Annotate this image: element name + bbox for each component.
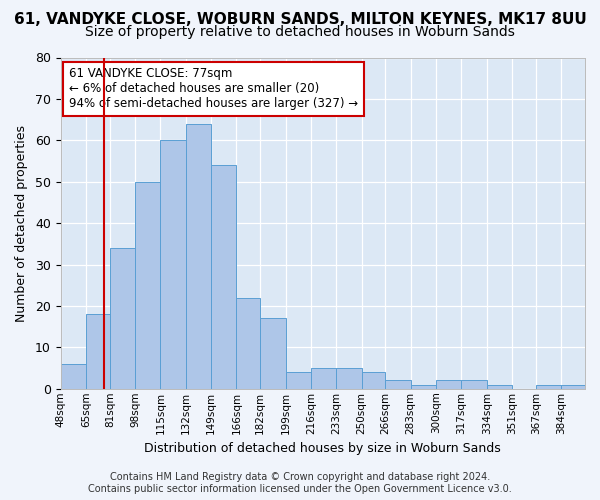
Bar	[135, 182, 160, 389]
Text: 61, VANDYKE CLOSE, WOBURN SANDS, MILTON KEYNES, MK17 8UU: 61, VANDYKE CLOSE, WOBURN SANDS, MILTON …	[14, 12, 586, 26]
Bar	[186, 124, 211, 389]
Text: Contains HM Land Registry data © Crown copyright and database right 2024.
Contai: Contains HM Land Registry data © Crown c…	[88, 472, 512, 494]
Bar	[411, 384, 436, 389]
Bar	[487, 384, 512, 389]
Y-axis label: Number of detached properties: Number of detached properties	[15, 124, 28, 322]
Bar	[86, 314, 110, 389]
Bar	[336, 368, 362, 389]
Bar	[160, 140, 186, 389]
Bar	[61, 364, 86, 389]
Text: 61 VANDYKE CLOSE: 77sqm
← 6% of detached houses are smaller (20)
94% of semi-det: 61 VANDYKE CLOSE: 77sqm ← 6% of detached…	[68, 68, 358, 110]
Bar	[311, 368, 336, 389]
Bar	[362, 372, 385, 389]
Bar	[110, 248, 135, 389]
Bar	[385, 380, 411, 389]
Bar	[536, 384, 561, 389]
Text: Size of property relative to detached houses in Woburn Sands: Size of property relative to detached ho…	[85, 25, 515, 39]
Bar	[436, 380, 461, 389]
Bar	[236, 298, 260, 389]
Bar	[461, 380, 487, 389]
Bar	[561, 384, 585, 389]
Bar	[211, 165, 236, 389]
Bar	[286, 372, 311, 389]
Bar	[260, 318, 286, 389]
X-axis label: Distribution of detached houses by size in Woburn Sands: Distribution of detached houses by size …	[145, 442, 501, 455]
